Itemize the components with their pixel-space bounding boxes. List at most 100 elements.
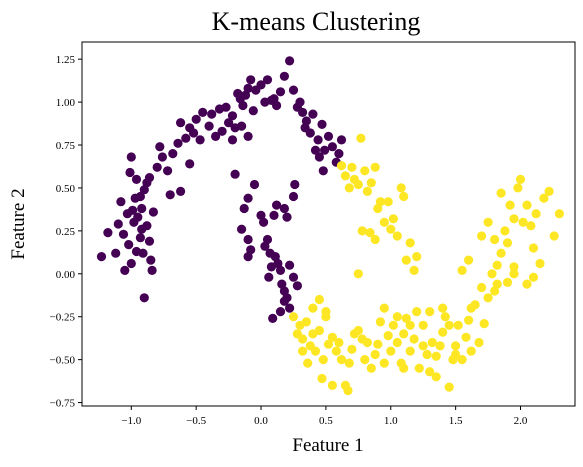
x-tick-label: 1.0 — [384, 415, 398, 427]
cluster-1-point-107 — [370, 234, 380, 245]
x-tick-label: 0.5 — [319, 415, 333, 427]
cluster-1-point-104 — [409, 265, 419, 275]
x-tick-label: 2.0 — [514, 415, 528, 427]
cluster-1-point-67 — [502, 238, 513, 248]
cluster-0-point-60 — [275, 87, 286, 97]
cluster-1-point-13 — [331, 346, 341, 356]
cluster-1-point-137 — [451, 349, 461, 360]
cluster-1-point-48 — [440, 312, 450, 322]
cluster-1-point-92 — [370, 162, 380, 172]
cluster-1-point-117 — [509, 269, 519, 279]
cluster-0-point-90 — [227, 135, 238, 145]
cluster-0-point-84 — [128, 205, 138, 215]
cluster-1-point-134 — [392, 312, 402, 322]
cluster-1-point-101 — [399, 191, 409, 202]
cluster-1-point-95 — [379, 217, 389, 227]
cluster-0-point-71 — [313, 135, 323, 145]
cluster-0-point-115 — [292, 281, 302, 291]
cluster-1-point-19 — [347, 344, 357, 354]
y-tick-label: 1.25 — [56, 54, 76, 66]
cluster-0-point-5 — [120, 265, 130, 275]
cluster-0-point-100 — [256, 210, 266, 220]
cluster-0-point-78 — [334, 149, 344, 159]
y-tick-label: −0.25 — [50, 312, 76, 324]
cluster-1-point-75 — [528, 243, 539, 253]
cluster-0-point-127 — [237, 121, 247, 131]
cluster-0-point-14 — [139, 293, 149, 303]
cluster-1-point-23 — [360, 355, 370, 365]
cluster-1-point-61 — [483, 293, 493, 303]
cluster-0-point-85 — [113, 219, 123, 229]
cluster-0-point-24 — [152, 162, 162, 172]
cluster-1-point-82 — [336, 161, 347, 171]
cluster-0-point-106 — [264, 272, 274, 282]
cluster-1-point-125 — [327, 380, 337, 390]
cluster-1-point-118 — [522, 279, 532, 289]
cluster-1-point-85 — [347, 162, 357, 172]
cluster-1-point-62 — [487, 269, 497, 279]
cluster-1-point-65 — [496, 248, 506, 258]
cluster-0-point-1 — [103, 228, 113, 238]
cluster-0-point-61 — [279, 71, 289, 81]
cluster-1-point-21 — [353, 325, 363, 336]
cluster-0-point-2 — [111, 248, 121, 258]
cluster-1-point-79 — [544, 186, 554, 196]
y-tick-label: 0.50 — [56, 183, 76, 195]
cluster-0-point-126 — [230, 169, 240, 179]
cluster-0-point-8 — [126, 258, 136, 269]
cluster-0-point-89 — [185, 159, 195, 169]
cluster-0-point-103 — [260, 241, 270, 251]
cluster-1-point-30 — [383, 331, 393, 341]
cluster-1-point-54 — [461, 332, 471, 342]
cluster-1-point-60 — [479, 319, 489, 329]
cluster-0-point-17 — [146, 255, 156, 265]
cluster-1-point-119 — [528, 272, 539, 282]
chart-title: K-means Clustering — [212, 7, 421, 36]
cluster-1-point-106 — [365, 228, 375, 238]
cluster-0-point-69 — [308, 109, 318, 119]
y-axis: −0.75 −0.50 −0.25 0.00 0.25 0.50 0.75 1.00 1.25 — [50, 54, 82, 410]
cluster-1-point-66 — [500, 226, 510, 236]
cluster-1-point-29 — [379, 358, 389, 368]
cluster-0-point-79 — [336, 135, 347, 145]
cluster-0-point-70 — [310, 145, 321, 155]
cluster-1-point-116 — [502, 277, 513, 287]
cluster-1-point-120 — [496, 188, 506, 198]
y-tick-label: −0.75 — [50, 398, 76, 410]
cluster-1-point-59 — [477, 282, 487, 293]
cluster-0-point-57 — [262, 75, 273, 85]
cluster-0-point-101 — [259, 217, 269, 227]
cluster-0-point-30 — [173, 138, 183, 148]
y-axis-title: Feature 2 — [8, 188, 29, 259]
cluster-0-point-42 — [217, 126, 227, 136]
cluster-0-point-21 — [131, 174, 142, 184]
cluster-0-point-121 — [269, 210, 279, 220]
cluster-0-point-65 — [298, 107, 308, 117]
cluster-0-point-86 — [137, 224, 147, 234]
cluster-0-point-62 — [285, 56, 295, 66]
cluster-1-point-124 — [399, 363, 409, 373]
cluster-1-point-63 — [490, 286, 500, 296]
cluster-1-point-136 — [405, 320, 415, 330]
cluster-0-point-76 — [327, 142, 337, 152]
cluster-0-point-94 — [243, 193, 253, 203]
cluster-0-point-80 — [126, 152, 136, 162]
cluster-0-point-28 — [165, 190, 175, 200]
cluster-0-point-35 — [191, 114, 201, 124]
cluster-0-point-53 — [248, 106, 258, 116]
cluster-1-point-89 — [360, 166, 370, 176]
cluster-1-point-5 — [308, 303, 318, 313]
cluster-0-point-55 — [256, 80, 266, 90]
cluster-0-point-36 — [195, 135, 205, 145]
cluster-1-point-41 — [418, 320, 428, 330]
cluster-1-point-108 — [357, 226, 367, 236]
cluster-1-point-26 — [370, 349, 380, 360]
cluster-1-point-122 — [466, 303, 476, 313]
cluster-0-point-40 — [211, 131, 221, 141]
cluster-0-point-99 — [243, 252, 253, 262]
cluster-1-point-111 — [490, 234, 500, 245]
cluster-1-point-105 — [412, 252, 422, 262]
cluster-1-point-133 — [431, 372, 441, 382]
cluster-1-point-43 — [425, 367, 435, 377]
cluster-0-point-97 — [243, 234, 253, 245]
